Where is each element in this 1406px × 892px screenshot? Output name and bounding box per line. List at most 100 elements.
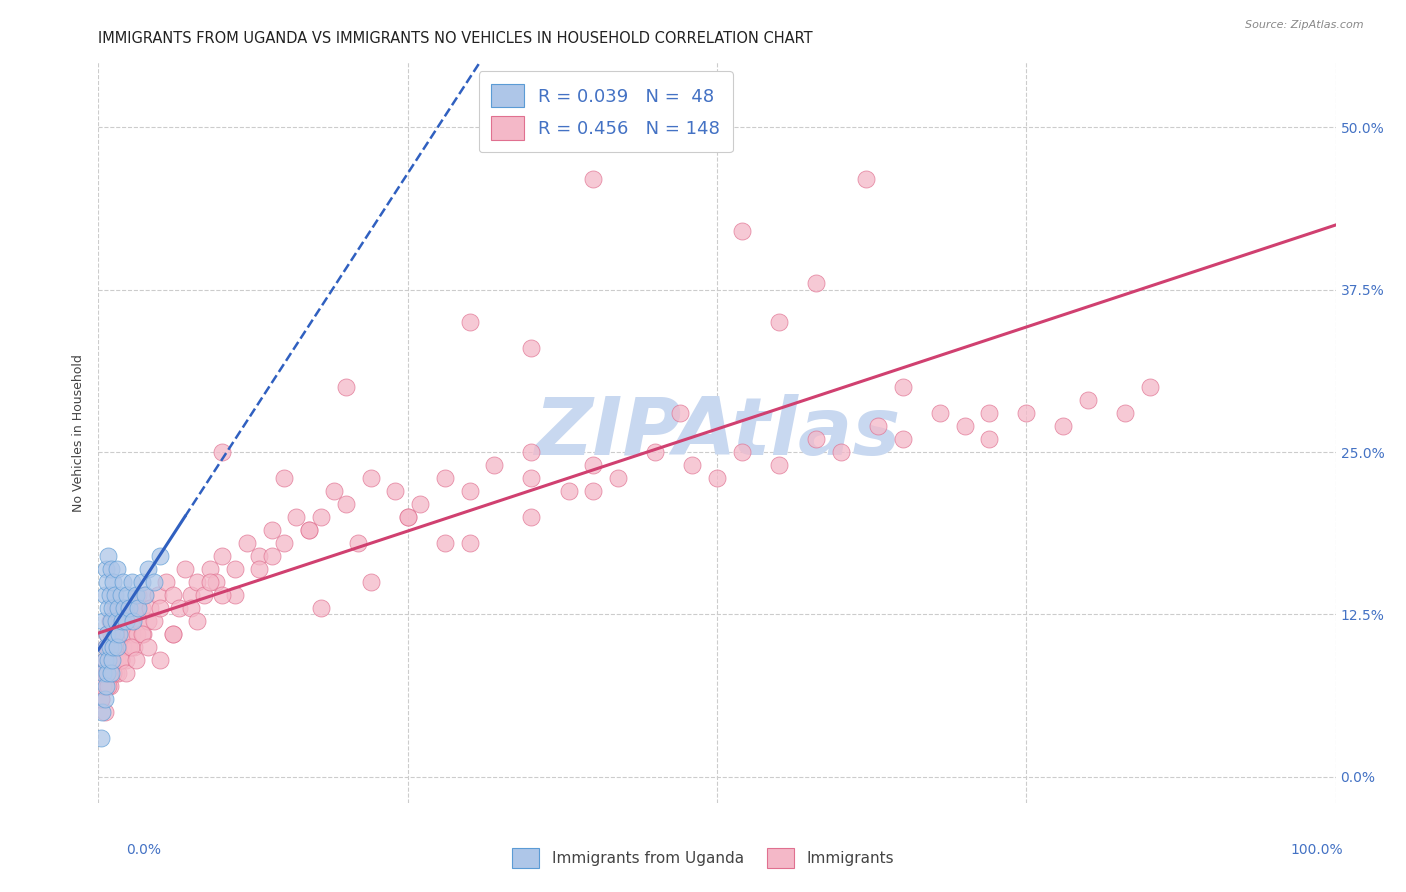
- Point: [433, 471, 456, 485]
- Point: [103, 653, 125, 667]
- Point: [98, 614, 121, 628]
- Point: [409, 497, 432, 511]
- Point: [193, 588, 215, 602]
- Point: [309, 601, 332, 615]
- Point: [224, 562, 246, 576]
- Point: [94, 640, 117, 654]
- Point: [103, 574, 125, 589]
- Point: [520, 471, 543, 485]
- Point: [167, 601, 190, 615]
- Point: [93, 588, 115, 602]
- Point: [110, 653, 132, 667]
- Point: [139, 601, 162, 615]
- Point: [93, 705, 115, 719]
- Point: [360, 471, 382, 485]
- Point: [396, 510, 419, 524]
- Point: [93, 653, 115, 667]
- Legend: R = 0.039   N =  48, R = 0.456   N = 148: R = 0.039 N = 48, R = 0.456 N = 148: [478, 71, 733, 153]
- Point: [100, 665, 122, 680]
- Point: [91, 705, 114, 719]
- Point: [94, 665, 117, 680]
- Point: [96, 574, 118, 589]
- Point: [146, 588, 169, 602]
- Point: [127, 588, 149, 602]
- Point: [98, 640, 121, 654]
- Point: [136, 640, 159, 654]
- Point: [124, 640, 146, 654]
- Y-axis label: No Vehicles in Household: No Vehicles in Household: [72, 354, 86, 511]
- Point: [128, 614, 150, 628]
- Point: [520, 445, 543, 459]
- Point: [112, 601, 135, 615]
- Point: [108, 640, 131, 654]
- Point: [112, 574, 135, 589]
- Point: [433, 536, 456, 550]
- Point: [104, 614, 127, 628]
- Point: [396, 510, 419, 524]
- Point: [247, 562, 270, 576]
- Point: [520, 510, 543, 524]
- Point: [186, 614, 208, 628]
- Point: [97, 640, 120, 654]
- Point: [768, 315, 790, 329]
- Point: [107, 601, 129, 615]
- Point: [855, 172, 877, 186]
- Point: [105, 627, 128, 641]
- Point: [103, 627, 125, 641]
- Point: [101, 653, 124, 667]
- Point: [111, 627, 134, 641]
- Point: [162, 588, 184, 602]
- Point: [205, 574, 228, 589]
- Point: [273, 471, 295, 485]
- Point: [112, 601, 135, 615]
- Point: [607, 471, 630, 485]
- Point: [100, 627, 122, 641]
- Point: [928, 406, 950, 420]
- Point: [706, 471, 728, 485]
- Point: [94, 562, 117, 576]
- Point: [768, 458, 790, 472]
- Point: [97, 549, 120, 563]
- Point: [285, 510, 308, 524]
- Point: [105, 562, 128, 576]
- Point: [731, 445, 754, 459]
- Point: [582, 484, 605, 499]
- Point: [335, 380, 357, 394]
- Point: [360, 574, 382, 589]
- Point: [101, 653, 124, 667]
- Point: [93, 679, 115, 693]
- Point: [108, 627, 131, 641]
- Point: [98, 679, 121, 693]
- Point: [458, 536, 481, 550]
- Point: [582, 458, 605, 472]
- Point: [94, 665, 117, 680]
- Point: [97, 601, 120, 615]
- Point: [484, 458, 506, 472]
- Point: [155, 574, 177, 589]
- Point: [94, 640, 117, 654]
- Text: 0.0%: 0.0%: [127, 843, 162, 857]
- Point: [118, 640, 141, 654]
- Point: [143, 614, 166, 628]
- Point: [1139, 380, 1161, 394]
- Point: [117, 627, 139, 641]
- Point: [149, 601, 172, 615]
- Point: [866, 419, 889, 434]
- Point: [115, 614, 138, 628]
- Point: [260, 549, 283, 563]
- Point: [180, 601, 202, 615]
- Text: ZIPAtlas: ZIPAtlas: [534, 393, 900, 472]
- Point: [273, 536, 295, 550]
- Point: [131, 601, 153, 615]
- Point: [105, 640, 128, 654]
- Point: [90, 731, 112, 745]
- Point: [657, 120, 679, 135]
- Legend: Immigrants from Uganda, Immigrants: Immigrants from Uganda, Immigrants: [505, 840, 901, 875]
- Point: [136, 562, 159, 576]
- Point: [557, 484, 579, 499]
- Point: [458, 484, 481, 499]
- Point: [124, 588, 146, 602]
- Point: [107, 665, 129, 680]
- Point: [103, 601, 125, 615]
- Point: [124, 601, 146, 615]
